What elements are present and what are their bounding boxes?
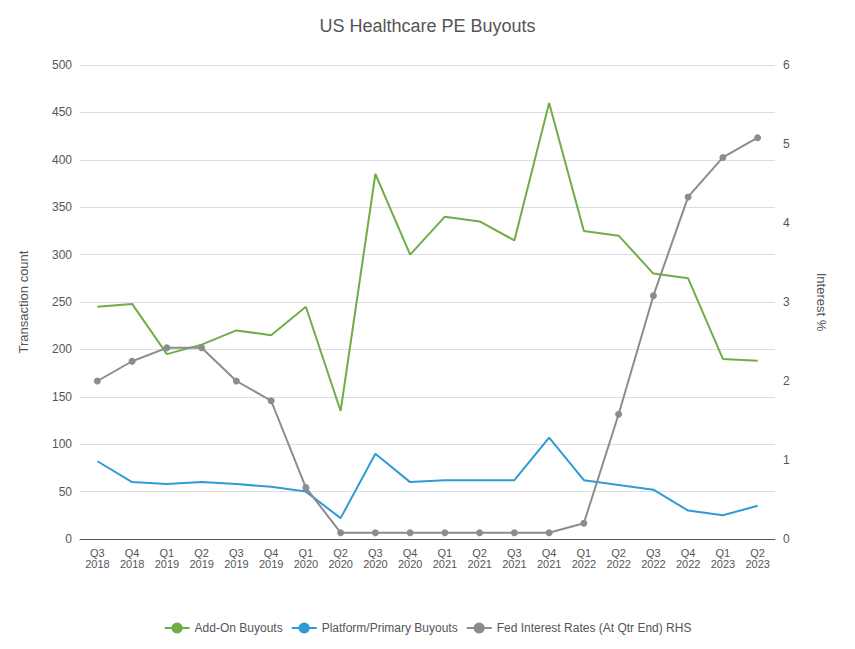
svg-text:0: 0 (65, 532, 72, 546)
svg-text:2020: 2020 (328, 558, 352, 570)
svg-text:Q1: Q1 (715, 546, 731, 559)
svg-text:Platform/Primary Buyouts: Platform/Primary Buyouts (322, 621, 458, 635)
svg-text:250: 250 (52, 295, 72, 309)
svg-text:Add-On Buyouts: Add-On Buyouts (195, 621, 283, 635)
svg-text:Q4: Q4 (402, 546, 418, 559)
svg-text:1: 1 (783, 453, 790, 467)
svg-text:2022: 2022 (606, 558, 630, 570)
svg-text:2019: 2019 (224, 558, 248, 570)
svg-text:150: 150 (52, 390, 72, 404)
svg-text:Q1: Q1 (159, 546, 175, 559)
svg-text:2019: 2019 (189, 558, 213, 570)
svg-text:2019: 2019 (259, 558, 283, 570)
svg-text:5: 5 (783, 137, 790, 151)
svg-text:Interest %: Interest % (814, 273, 829, 332)
svg-text:Q3: Q3 (229, 546, 244, 559)
svg-text:0: 0 (783, 532, 790, 546)
svg-text:100: 100 (52, 437, 72, 451)
svg-text:Q4: Q4 (124, 546, 140, 559)
svg-text:450: 450 (52, 105, 72, 119)
svg-text:300: 300 (52, 248, 72, 262)
svg-text:6: 6 (783, 58, 790, 72)
svg-text:2023: 2023 (745, 558, 769, 570)
svg-text:2018: 2018 (120, 558, 144, 570)
svg-text:Q3: Q3 (507, 546, 522, 559)
svg-text:2022: 2022 (676, 558, 700, 570)
svg-text:50: 50 (59, 485, 73, 499)
svg-text:4: 4 (783, 216, 790, 230)
svg-text:2: 2 (783, 374, 790, 388)
svg-text:Q2: Q2 (750, 546, 765, 559)
svg-text:Q3: Q3 (90, 546, 105, 559)
svg-text:Q2: Q2 (611, 546, 626, 559)
svg-text:400: 400 (52, 153, 72, 167)
svg-text:2023: 2023 (711, 558, 735, 570)
svg-text:Q3: Q3 (368, 546, 383, 559)
svg-text:Q1: Q1 (298, 546, 314, 559)
svg-text:Q1: Q1 (576, 546, 592, 559)
svg-text:Q2: Q2 (472, 546, 487, 559)
svg-text:Q4: Q4 (541, 546, 557, 559)
svg-text:Q3: Q3 (646, 546, 661, 559)
svg-text:2021: 2021 (537, 558, 561, 570)
svg-text:2020: 2020 (294, 558, 318, 570)
svg-text:2022: 2022 (641, 558, 665, 570)
svg-text:2022: 2022 (572, 558, 596, 570)
svg-text:Fed Interest Rates (At Qtr End: Fed Interest Rates (At Qtr End) RHS (497, 621, 692, 635)
svg-text:200: 200 (52, 342, 72, 356)
svg-text:2020: 2020 (363, 558, 387, 570)
svg-text:2019: 2019 (155, 558, 179, 570)
svg-text:500: 500 (52, 58, 72, 72)
svg-text:2020: 2020 (398, 558, 422, 570)
svg-text:Q1: Q1 (437, 546, 453, 559)
svg-text:Q2: Q2 (194, 546, 209, 559)
svg-text:Q4: Q4 (263, 546, 279, 559)
svg-text:2018: 2018 (85, 558, 109, 570)
svg-text:Transaction count: Transaction count (16, 250, 31, 353)
svg-text:2021: 2021 (502, 558, 526, 570)
svg-text:2021: 2021 (433, 558, 457, 570)
svg-text:3: 3 (783, 295, 790, 309)
svg-text:Q2: Q2 (333, 546, 348, 559)
svg-text:Q4: Q4 (680, 546, 696, 559)
svg-text:350: 350 (52, 200, 72, 214)
svg-text:2021: 2021 (467, 558, 491, 570)
svg-text:US Healthcare PE Buyouts: US Healthcare PE Buyouts (319, 16, 535, 36)
